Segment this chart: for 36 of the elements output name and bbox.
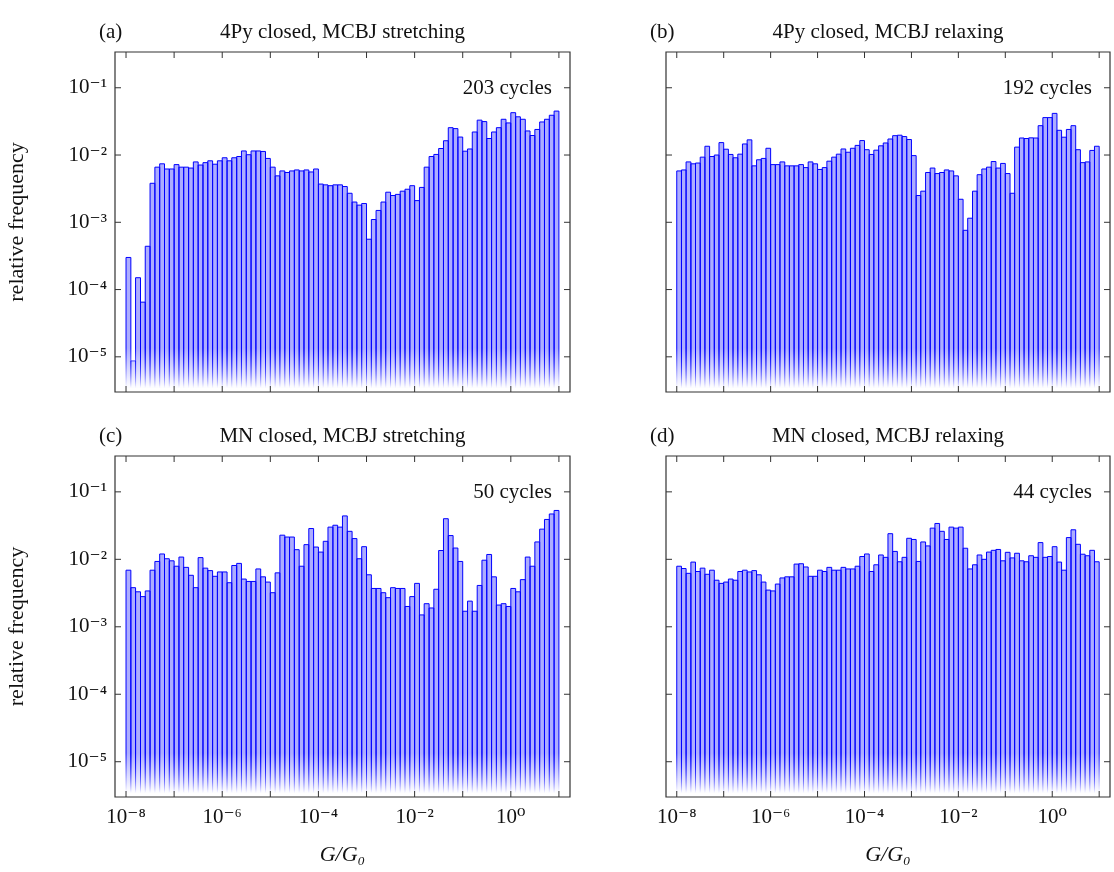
x-axis-title: G/G₀ <box>865 840 911 866</box>
y-tick-label: 10⁻³ <box>68 613 107 638</box>
x-tick-label: 10⁻⁶ <box>750 804 791 829</box>
y-tick-label: 10⁻² <box>68 141 107 166</box>
chart-title: MN closed, MCBJ relaxing <box>771 423 1005 447</box>
chart-title: 4Py closed, MCBJ stretching <box>220 19 466 43</box>
x-axis-title: G/G₀ <box>319 840 366 866</box>
y-tick-label: 10⁻⁴ <box>67 276 107 301</box>
x-tick-label: 10⁻⁸ <box>106 804 146 829</box>
y-tick-label: 10⁻¹ <box>68 74 107 99</box>
x-tick-label: 10⁻⁴ <box>844 804 885 829</box>
y-tick-label: 10⁻⁵ <box>67 343 107 368</box>
text: (d) <box>650 423 675 447</box>
x-tick-label: 10⁻⁶ <box>202 804 242 829</box>
annotation: 50 cycles <box>473 479 552 503</box>
chart-title: MN closed, MCBJ stretching <box>219 423 467 447</box>
y-tick-label: 10⁻² <box>68 545 107 570</box>
x-tick-label: 10⁻² <box>939 804 978 829</box>
text: (b) <box>650 19 675 43</box>
x-tick-label: 10⁰ <box>496 804 526 829</box>
annotation: 203 cycles <box>462 75 552 99</box>
chart-title: 4Py closed, MCBJ relaxing <box>772 19 1004 43</box>
text: (c) <box>99 423 123 447</box>
x-tick-label: 10⁻⁴ <box>298 804 339 829</box>
annotation: 192 cycles <box>1002 75 1092 99</box>
x-tick-label: 10⁰ <box>1037 804 1067 829</box>
y-tick-label: 10⁻¹ <box>68 478 107 503</box>
y-tick-label: 10⁻³ <box>68 208 107 233</box>
y-tick-label: 10⁻⁵ <box>67 748 107 773</box>
text: (a) <box>99 19 123 43</box>
annotation: 44 cycles <box>1013 479 1092 503</box>
y-axis-title: relative frequency <box>2 546 28 707</box>
x-tick-label: 10⁻² <box>395 804 434 829</box>
y-tick-label: 10⁻⁴ <box>67 680 107 705</box>
x-tick-label: 10⁻⁸ <box>657 804 697 829</box>
y-axis-title: relative frequency <box>2 142 28 302</box>
